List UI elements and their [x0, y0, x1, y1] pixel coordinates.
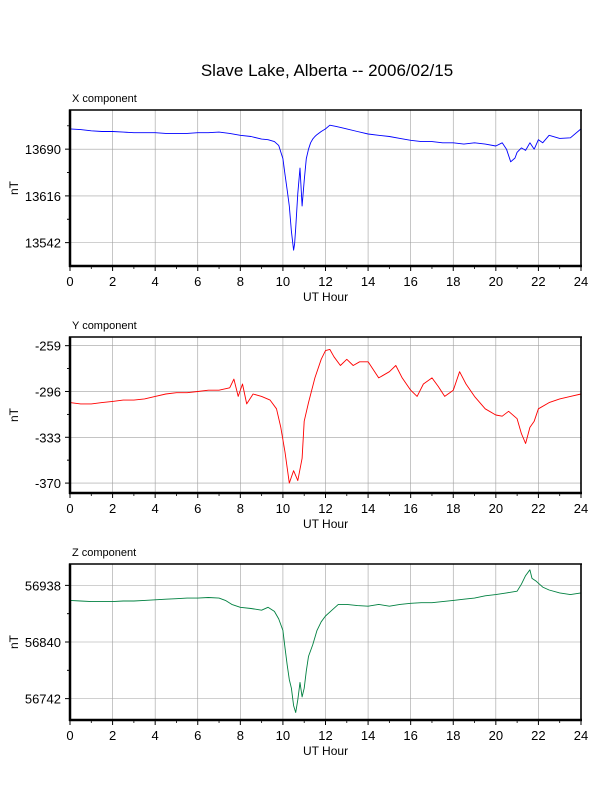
- x-tick-label: 4: [152, 728, 159, 743]
- x-tick-label: 2: [109, 501, 116, 516]
- x-tick-label: 6: [194, 274, 201, 289]
- x-tick-label: 16: [403, 274, 417, 289]
- x-tick-label: 14: [361, 274, 375, 289]
- x-tick-label: 0: [66, 501, 73, 516]
- z-component-x-axis-label: UT Hour: [303, 744, 348, 758]
- y-component-x-axis-label: UT Hour: [303, 517, 348, 531]
- x-tick-label: 22: [531, 501, 545, 516]
- y-tick-label: -296: [35, 384, 61, 399]
- y-tick-label: -333: [35, 430, 61, 445]
- x-tick-label: 8: [237, 501, 244, 516]
- x-tick-label: 2: [109, 728, 116, 743]
- x-tick-label: 18: [446, 274, 460, 289]
- y-tick-label: -259: [35, 339, 61, 354]
- x-tick-label: 20: [489, 501, 503, 516]
- x-tick-label: 6: [194, 728, 201, 743]
- z-component-y-axis-label: nT: [7, 634, 21, 649]
- x-tick-label: 10: [276, 501, 290, 516]
- x-tick-label: 4: [152, 274, 159, 289]
- z-component-title: Z component: [72, 547, 136, 559]
- x-component-x-axis-label: UT Hour: [303, 290, 348, 304]
- x-tick-label: 24: [574, 274, 588, 289]
- x-tick-label: 8: [237, 728, 244, 743]
- x-component-y-axis-label: nT: [7, 180, 21, 195]
- x-tick-label: 16: [403, 728, 417, 743]
- z-component-series-line: [69, 569, 582, 713]
- y-tick-label: 56840: [25, 635, 61, 650]
- x-tick-label: 0: [66, 274, 73, 289]
- figure-title: Slave Lake, Alberta -- 2006/02/15: [201, 61, 453, 80]
- y-tick-label: 56742: [25, 692, 61, 707]
- x-component-series-line: [69, 124, 582, 251]
- x-tick-label: 22: [531, 274, 545, 289]
- x-tick-label: 24: [574, 728, 588, 743]
- x-tick-label: 20: [489, 274, 503, 289]
- x-tick-label: 10: [276, 274, 290, 289]
- x-tick-label: 24: [574, 501, 588, 516]
- x-tick-label: 18: [446, 501, 460, 516]
- x-tick-label: 2: [109, 274, 116, 289]
- x-tick-label: 12: [318, 274, 332, 289]
- y-component-title: Y component: [72, 320, 137, 332]
- x-tick-label: 0: [66, 728, 73, 743]
- x-tick-label: 14: [361, 501, 375, 516]
- y-tick-label: 13542: [25, 236, 61, 251]
- x-tick-label: 12: [318, 728, 332, 743]
- y-tick-label: 56938: [25, 578, 61, 593]
- y-component-y-axis-label: nT: [7, 407, 21, 422]
- y-component-series-line: [69, 348, 582, 484]
- x-tick-label: 6: [194, 501, 201, 516]
- y-tick-label: 13616: [25, 189, 61, 204]
- x-component-title: X component: [72, 93, 137, 105]
- x-tick-label: 22: [531, 728, 545, 743]
- x-tick-label: 18: [446, 728, 460, 743]
- x-tick-label: 8: [237, 274, 244, 289]
- x-tick-label: 12: [318, 501, 332, 516]
- x-tick-label: 4: [152, 501, 159, 516]
- y-tick-label: -370: [35, 476, 61, 491]
- x-tick-label: 10: [276, 728, 290, 743]
- x-tick-label: 20: [489, 728, 503, 743]
- y-tick-label: 13690: [25, 142, 61, 157]
- x-tick-label: 16: [403, 501, 417, 516]
- x-tick-label: 14: [361, 728, 375, 743]
